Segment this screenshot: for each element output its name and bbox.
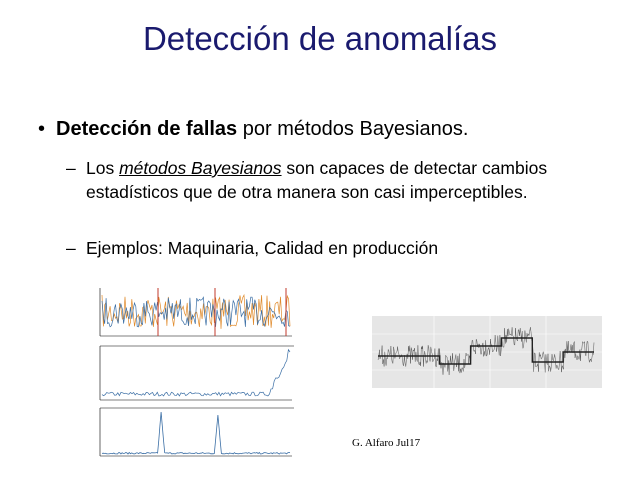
step-mean-line (378, 337, 594, 365)
subbullet-1-pre: Los (86, 158, 120, 178)
plot-middle (99, 345, 294, 401)
series-bottom (101, 411, 291, 455)
series-gray (377, 327, 595, 375)
main-bullet: • Detección de fallas por métodos Bayesia… (38, 118, 468, 141)
bayesian-methods-link[interactable]: métodos Bayesianos (119, 158, 282, 178)
bullet-rest-text: por métodos Bayesianos. (237, 118, 469, 140)
series-blue (101, 296, 291, 328)
series-middle (101, 348, 291, 397)
subbullet-2-text: Ejemplos: Maquinaria, Calidad en producc… (86, 238, 439, 258)
plot-bottom (99, 407, 294, 457)
bullet-strong-text: Detección de fallas (56, 118, 238, 140)
subbullet-1-post: son capaces de detectar cambios estadíst… (86, 158, 548, 202)
plot-top (99, 288, 292, 337)
subbullet-1-text: Los métodos Bayesianos son capaces de de… (86, 156, 566, 204)
bullet-dot-icon: • (38, 118, 46, 140)
dash-icon: – (66, 158, 76, 178)
dash-icon: – (66, 238, 76, 258)
slide-title: Detección de anomalías (142, 20, 498, 57)
right-figure (372, 316, 602, 388)
footer-credit: G. Alfaro Jul17 (352, 437, 421, 449)
left-figure (99, 288, 294, 457)
